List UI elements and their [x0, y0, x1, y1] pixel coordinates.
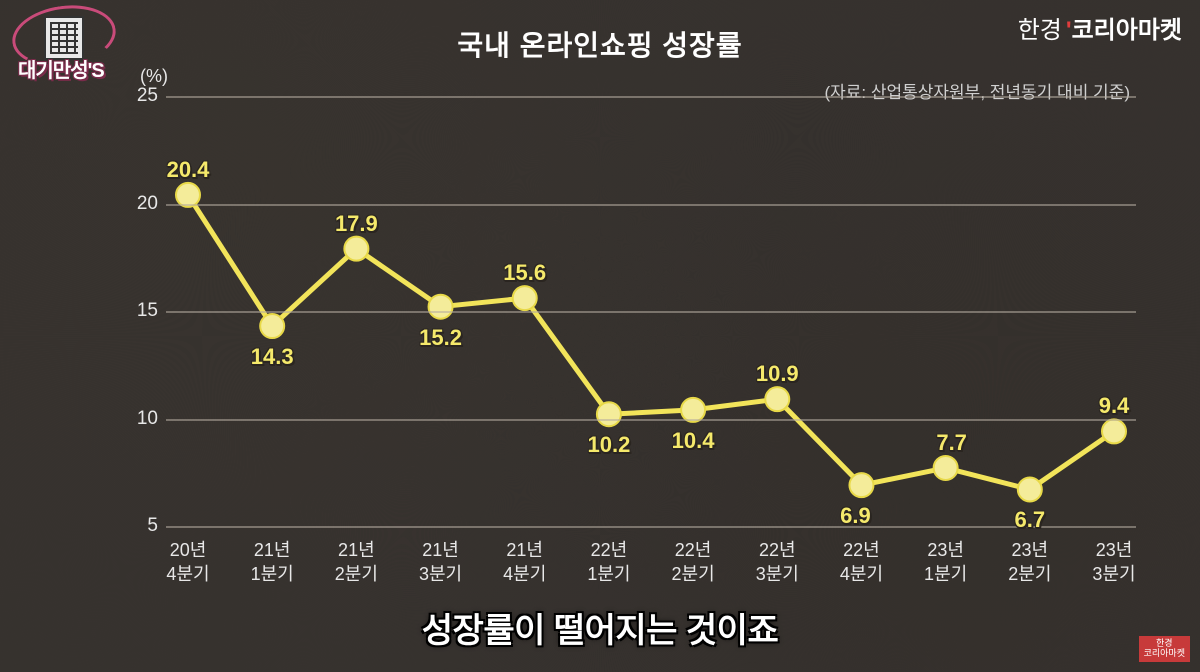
x-tick-label: 23년3분기 — [1092, 538, 1135, 587]
channel-logo-main: 코리아마켓 — [1072, 17, 1182, 44]
x-tick-label: 21년4분기 — [503, 538, 546, 587]
y-tick-label: 5 — [118, 515, 158, 537]
x-tick-label: 22년4분기 — [840, 538, 883, 587]
data-point-label: 10.2 — [587, 432, 630, 458]
data-marker — [849, 473, 873, 497]
data-point-label: 6.7 — [1015, 507, 1046, 533]
show-logo-text: 대기만성'S — [18, 54, 104, 83]
data-marker — [344, 237, 368, 261]
data-marker — [513, 286, 537, 310]
x-tick-label: 22년3분기 — [756, 538, 799, 587]
data-marker — [1018, 477, 1042, 501]
show-logo: 대기만성'S — [12, 8, 142, 83]
channel-logo: 한경'코리아마켓 — [1018, 10, 1182, 45]
data-point-label: 15.6 — [503, 260, 546, 286]
chart-title: 국내 온라인쇼핑 성장률 — [457, 24, 742, 64]
x-tick-label: 20년4분기 — [166, 538, 209, 587]
y-tick-label: 25 — [118, 85, 158, 107]
data-point-label: 20.4 — [167, 157, 210, 183]
watermark-badge: 한경 코리아마켓 — [1139, 636, 1190, 662]
data-marker — [765, 387, 789, 411]
y-tick-label: 15 — [118, 300, 158, 322]
x-tick-label: 21년1분기 — [251, 538, 294, 587]
data-point-label: 10.9 — [756, 361, 799, 387]
data-point-label: 9.4 — [1099, 393, 1130, 419]
gridline — [166, 526, 1136, 528]
data-point-label: 10.4 — [672, 428, 715, 454]
data-point-label: 7.7 — [936, 430, 967, 456]
data-marker — [934, 456, 958, 480]
data-point-label: 15.2 — [419, 325, 462, 351]
data-marker — [260, 314, 284, 338]
y-tick-label: 10 — [118, 408, 158, 430]
data-line — [188, 195, 1114, 490]
gridline — [166, 96, 1136, 98]
x-tick-label: 21년3분기 — [419, 538, 462, 587]
data-point-label: 17.9 — [335, 211, 378, 237]
data-point-label: 6.9 — [840, 503, 871, 529]
data-point-label: 14.3 — [251, 344, 294, 370]
gridline — [166, 311, 1136, 313]
chart-plot-area: 51015202520년4분기21년1분기21년2분기21년3분기21년4분기2… — [166, 96, 1136, 526]
gridline — [166, 419, 1136, 421]
x-tick-label: 23년2분기 — [1008, 538, 1051, 587]
x-tick-label: 21년2분기 — [335, 538, 378, 587]
y-axis-unit: (%) — [140, 66, 168, 87]
data-marker — [429, 295, 453, 319]
x-tick-label: 23년1분기 — [924, 538, 967, 587]
channel-logo-prefix: 한경 — [1018, 17, 1062, 44]
gridline — [166, 204, 1136, 206]
y-tick-label: 20 — [118, 193, 158, 215]
video-caption: 성장률이 떨어지는 것이죠 — [404, 597, 796, 658]
data-marker — [597, 402, 621, 426]
x-tick-label: 22년2분기 — [672, 538, 715, 587]
x-tick-label: 22년1분기 — [587, 538, 630, 587]
data-marker — [1102, 419, 1126, 443]
